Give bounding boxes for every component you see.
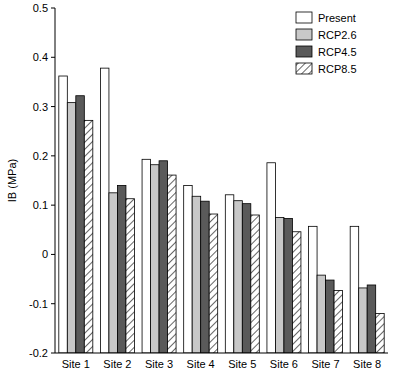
bar [209,214,218,353]
legend-label: RCP8.5 [318,63,357,75]
y-tick-label: 0.4 [33,51,48,63]
x-tick-label: Site 2 [103,358,131,370]
legend-label: RCP4.5 [318,46,357,58]
legend-swatch [296,12,312,23]
bar [334,290,343,353]
y-tick [51,303,55,304]
bar [350,226,359,353]
y-axis [55,8,56,353]
legend-label: Present [318,12,356,24]
x-tick-label: Site 7 [311,358,339,370]
x-axis [55,353,388,354]
bar [192,196,201,353]
y-tick-label: -0.1 [29,298,48,310]
legend-swatch [296,29,312,40]
bar [117,185,126,353]
bar [142,159,151,353]
y-tick [51,254,55,255]
y-tick [51,8,55,9]
bar [359,288,368,353]
bar [225,195,234,353]
y-tick [51,57,55,58]
y-tick [51,205,55,206]
bar [275,217,284,353]
y-tick-label: 0.5 [33,2,48,14]
x-tick-label: Site 6 [270,358,298,370]
legend-label: RCP2.6 [318,29,357,41]
bar [126,199,135,353]
bar [67,103,76,353]
bar [159,161,168,353]
bar [168,175,177,353]
bar [242,204,251,353]
y-tick-label: 0.3 [33,101,48,113]
x-tick-label: Site 3 [145,358,173,370]
y-tick-label: -0.2 [29,347,48,359]
bar [100,68,109,353]
y-tick-label: 0.1 [33,199,48,211]
y-axis-label: IB (MPa) [6,159,18,202]
y-tick [51,106,55,107]
bar [151,165,160,353]
y-tick [51,155,55,156]
bar [59,76,68,353]
bar [76,96,85,353]
y-tick-label: 0.2 [33,150,48,162]
x-tick-label: Site 1 [62,358,90,370]
x-tick-label: Site 8 [353,358,381,370]
bar [376,314,385,353]
legend-swatch [296,46,312,57]
x-tick-label: Site 4 [187,358,215,370]
bar [109,193,118,353]
legend-swatch [296,63,312,74]
bar [317,275,326,353]
x-tick-label: Site 5 [228,358,256,370]
bar [84,120,93,353]
bar [309,226,318,353]
y-tick [51,353,55,354]
chart: -0.2 -0.1 0 0.1 0.2 0.3 0.4 0.5 Site 1 Site 2 Site… [0,0,396,379]
y-tick-label: 0 [42,248,48,260]
bar [284,218,293,353]
bar [234,201,243,353]
bars [59,68,384,353]
bar [251,215,260,353]
bar [201,201,210,353]
bar [292,232,301,353]
bar [184,185,193,353]
bar [267,163,276,353]
bar [367,285,376,353]
bar [326,280,335,353]
